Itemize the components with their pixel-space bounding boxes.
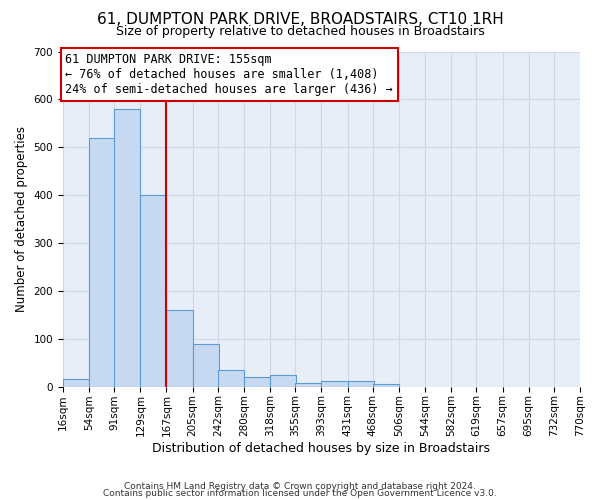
Bar	[244, 377, 270, 386]
Bar	[322, 381, 347, 386]
Bar	[140, 195, 166, 386]
X-axis label: Distribution of detached houses by size in Broadstairs: Distribution of detached houses by size …	[152, 442, 490, 455]
Bar	[347, 381, 374, 386]
Bar	[295, 383, 322, 386]
Bar	[63, 380, 89, 386]
Bar	[218, 370, 244, 386]
Bar	[193, 344, 218, 386]
Y-axis label: Number of detached properties: Number of detached properties	[15, 126, 28, 312]
Text: Contains public sector information licensed under the Open Government Licence v3: Contains public sector information licen…	[103, 490, 497, 498]
Bar	[89, 138, 115, 386]
Bar	[270, 374, 296, 386]
Text: 61, DUMPTON PARK DRIVE, BROADSTAIRS, CT10 1RH: 61, DUMPTON PARK DRIVE, BROADSTAIRS, CT1…	[97, 12, 503, 28]
Bar	[373, 384, 399, 386]
Bar	[166, 310, 193, 386]
Text: Size of property relative to detached houses in Broadstairs: Size of property relative to detached ho…	[116, 25, 484, 38]
Bar	[115, 109, 140, 386]
Text: Contains HM Land Registry data © Crown copyright and database right 2024.: Contains HM Land Registry data © Crown c…	[124, 482, 476, 491]
Text: 61 DUMPTON PARK DRIVE: 155sqm
← 76% of detached houses are smaller (1,408)
24% o: 61 DUMPTON PARK DRIVE: 155sqm ← 76% of d…	[65, 53, 393, 96]
